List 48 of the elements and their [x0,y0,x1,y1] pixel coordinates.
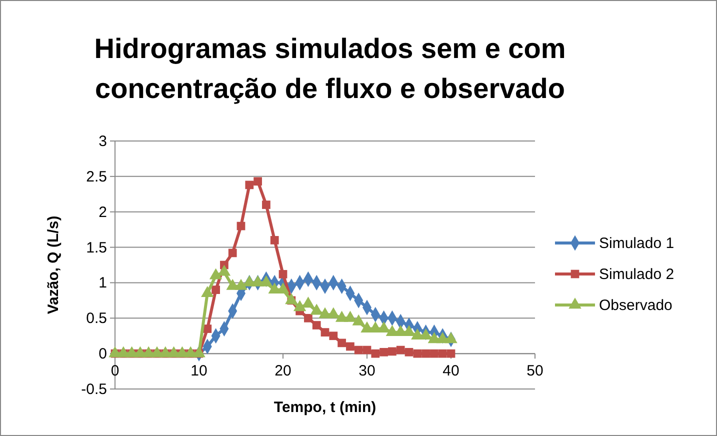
point [329,332,338,340]
point [201,286,214,298]
point [371,349,380,358]
y-tick-label: 3 [98,133,107,150]
legend-label: Observado [599,297,672,314]
x-tick-label: 10 [190,362,208,380]
y-tick-label: 0 [98,346,107,363]
point [404,348,414,356]
point [388,347,396,356]
point [278,270,288,278]
point [346,342,354,351]
y-tick-label: 2.5 [86,168,107,186]
y-tick-label: -0.5 [81,381,107,398]
point [438,349,447,358]
y-tick-label: 1 [98,274,107,292]
point [236,222,246,230]
x-axis-title: Tempo, t (min) [274,399,376,416]
point [422,349,430,358]
point [312,321,321,330]
point [338,338,346,348]
point [320,328,330,336]
point [413,349,422,358]
point [212,286,220,294]
y-tick-label: 2 [98,204,107,221]
legend-label: Simulado 1 [599,235,674,252]
point [380,348,388,356]
point [362,346,372,354]
y-tick-label: 1.5 [86,239,107,256]
point [254,177,262,186]
point [245,180,254,190]
point [396,346,405,354]
point [270,236,279,244]
point [228,248,237,258]
point [446,349,456,358]
y-tick-label: 0.5 [86,310,107,328]
x-tick-label: 0 [110,362,120,380]
x-tick-label: 20 [274,362,292,380]
point [262,200,270,209]
x-tick-label: 40 [442,362,460,380]
point [354,346,363,354]
x-tick-label: 30 [358,362,376,380]
x-tick-label: 50 [526,362,544,380]
point [304,314,312,322]
point [430,349,438,358]
point [444,332,458,344]
chart-title: Hidrogramas simulados sem e com concentração de fluxo e observado [94,33,566,104]
legend-label: Simulado 2 [599,266,674,283]
y-axis-title: Vazão, Q (L/s) [45,216,62,314]
